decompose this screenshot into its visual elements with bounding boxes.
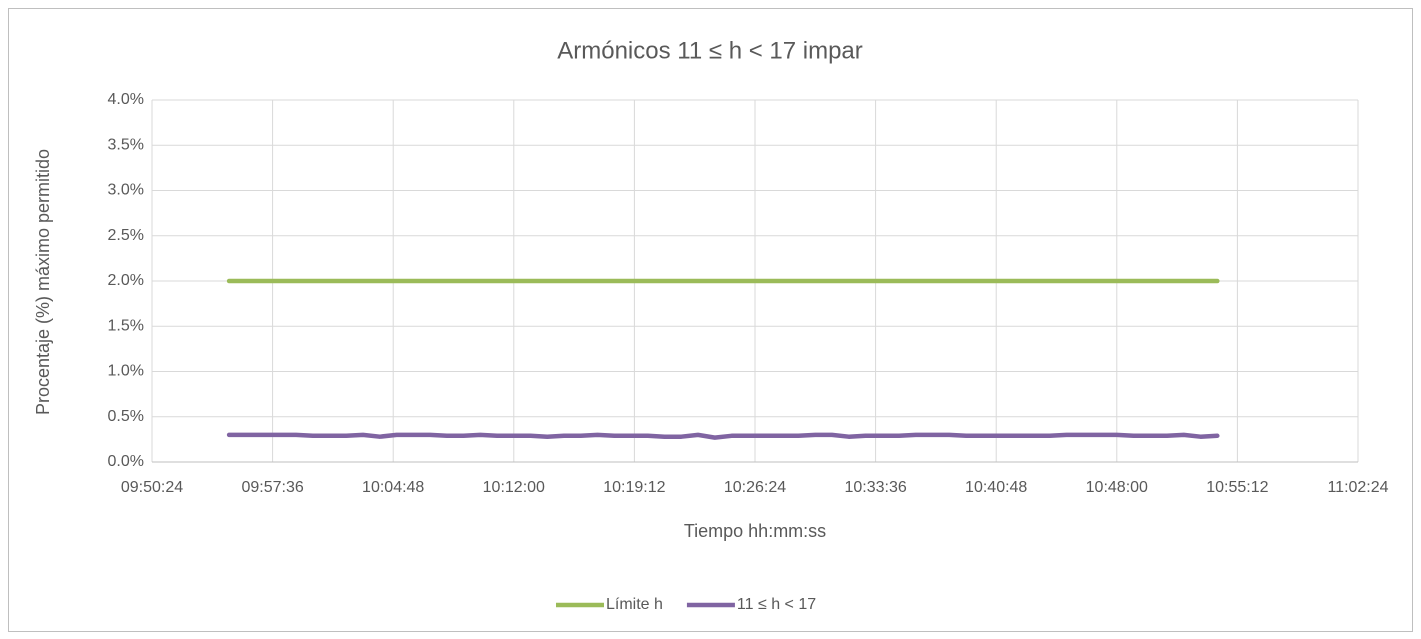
x-tick-label: 10:19:12 bbox=[603, 479, 665, 496]
y-tick-label: 4.0% bbox=[108, 91, 144, 108]
y-tick-label: 3.0% bbox=[108, 182, 144, 199]
legend-label: 11 ≤ h < 17 bbox=[737, 596, 816, 613]
chart-border bbox=[8, 8, 1413, 632]
x-tick-label: 09:57:36 bbox=[241, 479, 303, 496]
x-tick-label: 10:55:12 bbox=[1206, 479, 1268, 496]
y-tick-label: 0.5% bbox=[108, 408, 144, 425]
series-line bbox=[226, 432, 1220, 440]
legend-label: Límite h bbox=[606, 596, 663, 613]
x-tick-label: 10:33:36 bbox=[844, 479, 906, 496]
x-axis-label: Tiempo hh:mm:ss bbox=[684, 521, 826, 541]
x-tick-label: 10:04:48 bbox=[362, 479, 424, 496]
y-tick-label: 2.5% bbox=[108, 227, 144, 244]
x-tick-label: 10:12:00 bbox=[483, 479, 545, 496]
x-tick-label: 11:02:24 bbox=[1327, 479, 1388, 496]
y-tick-label: 1.0% bbox=[108, 363, 144, 380]
y-tick-label: 1.5% bbox=[108, 317, 144, 334]
x-tick-label: 10:48:00 bbox=[1086, 479, 1148, 496]
y-tick-label: 2.0% bbox=[108, 272, 144, 289]
x-tick-label: 10:26:24 bbox=[724, 479, 786, 496]
x-tick-label: 09:50:24 bbox=[121, 479, 183, 496]
y-tick-label: 3.5% bbox=[108, 136, 144, 153]
chart-title: Armónicos 11 ≤ h < 17 impar bbox=[557, 37, 863, 64]
y-axis-label: Procentaje (%) máximo permitido bbox=[33, 149, 53, 415]
y-tick-label: 0.0% bbox=[108, 453, 144, 470]
x-tick-label: 10:40:48 bbox=[965, 479, 1027, 496]
